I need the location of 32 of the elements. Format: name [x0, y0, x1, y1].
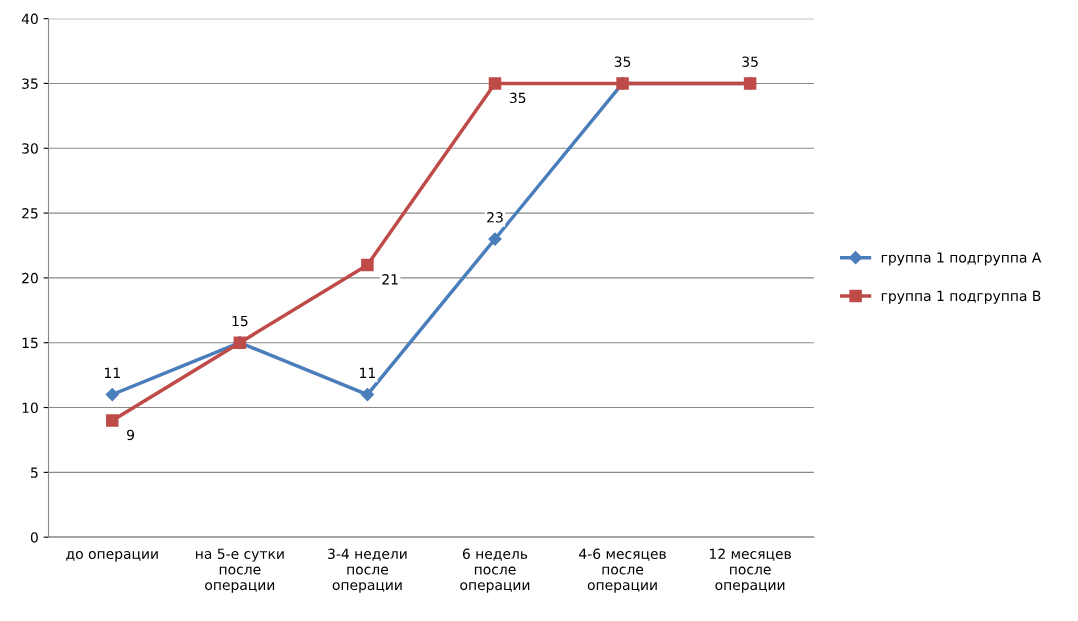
y-tick-label: 15 — [22, 337, 38, 349]
data-label: 21 — [382, 274, 398, 285]
legend-label: группа 1 подгруппа A — [881, 252, 1042, 266]
data-label: 35 — [509, 92, 526, 104]
data-label: 15 — [232, 315, 248, 327]
y-tick-label: 30 — [22, 143, 38, 154]
y-tick-label: 0 — [30, 532, 38, 543]
data-label: 9 — [127, 429, 135, 441]
point — [488, 77, 502, 90]
x-tick-label: 3-4 недели после операции — [328, 548, 407, 593]
point — [106, 414, 119, 427]
point — [105, 387, 119, 402]
data-label: 35 — [742, 56, 758, 67]
x-tick-label: 4-6 месяцев после операции — [579, 548, 666, 593]
point — [360, 387, 375, 402]
y-tick-label: 20 — [22, 272, 38, 284]
y-tick-label: 40 — [21, 13, 38, 25]
legend-label: группа 1 подгруппа B — [881, 290, 1041, 304]
y-tick-label: 25 — [22, 208, 38, 219]
y-tick-label: 35 — [22, 78, 38, 89]
data-label: 11 — [360, 367, 375, 378]
point — [361, 258, 374, 272]
x-tick-label: до операции — [66, 551, 158, 562]
x-tick-label: на 5-е сутки после операции — [196, 548, 284, 593]
data-label: 23 — [487, 212, 503, 223]
x-tick-label: 6 недель после операции — [460, 548, 530, 593]
data-label: 11 — [104, 367, 120, 378]
y-tick-label: 5 — [31, 467, 38, 478]
x-tick-label: 12 месяцев после операции — [709, 548, 791, 593]
data-label: 35 — [614, 56, 631, 67]
y-tick-label: 10 — [22, 402, 38, 414]
point — [488, 232, 502, 246]
